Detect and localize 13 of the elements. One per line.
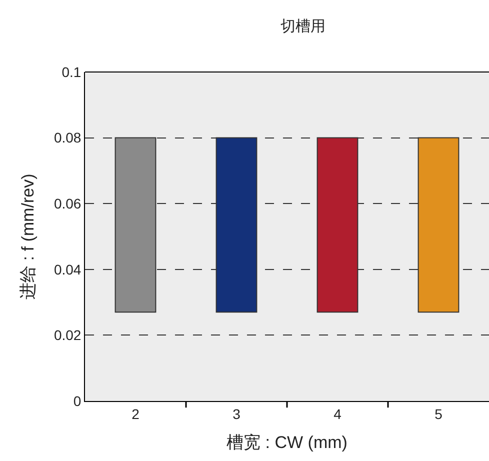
x-axis-title: 槽宽 : CW (mm) [226, 433, 348, 452]
y-tick-label: 0.08 [54, 130, 82, 146]
x-tick-label: 3 [232, 406, 241, 422]
x-tick-label: 2 [132, 406, 140, 422]
y-tick-label: 0.06 [54, 196, 82, 212]
y-tick-label: 0.1 [62, 64, 82, 80]
x-tick-label: 5 [434, 406, 443, 422]
x-tick-label: 4 [334, 406, 342, 422]
chart-title: 切槽用 [280, 18, 326, 36]
y-tick-label: 0 [73, 392, 82, 409]
y-tick-label: 0.04 [54, 261, 82, 278]
y-tick-label: 0.02 [54, 327, 82, 344]
y-axis-title: 进给 : f (mm/rev) [18, 174, 38, 300]
